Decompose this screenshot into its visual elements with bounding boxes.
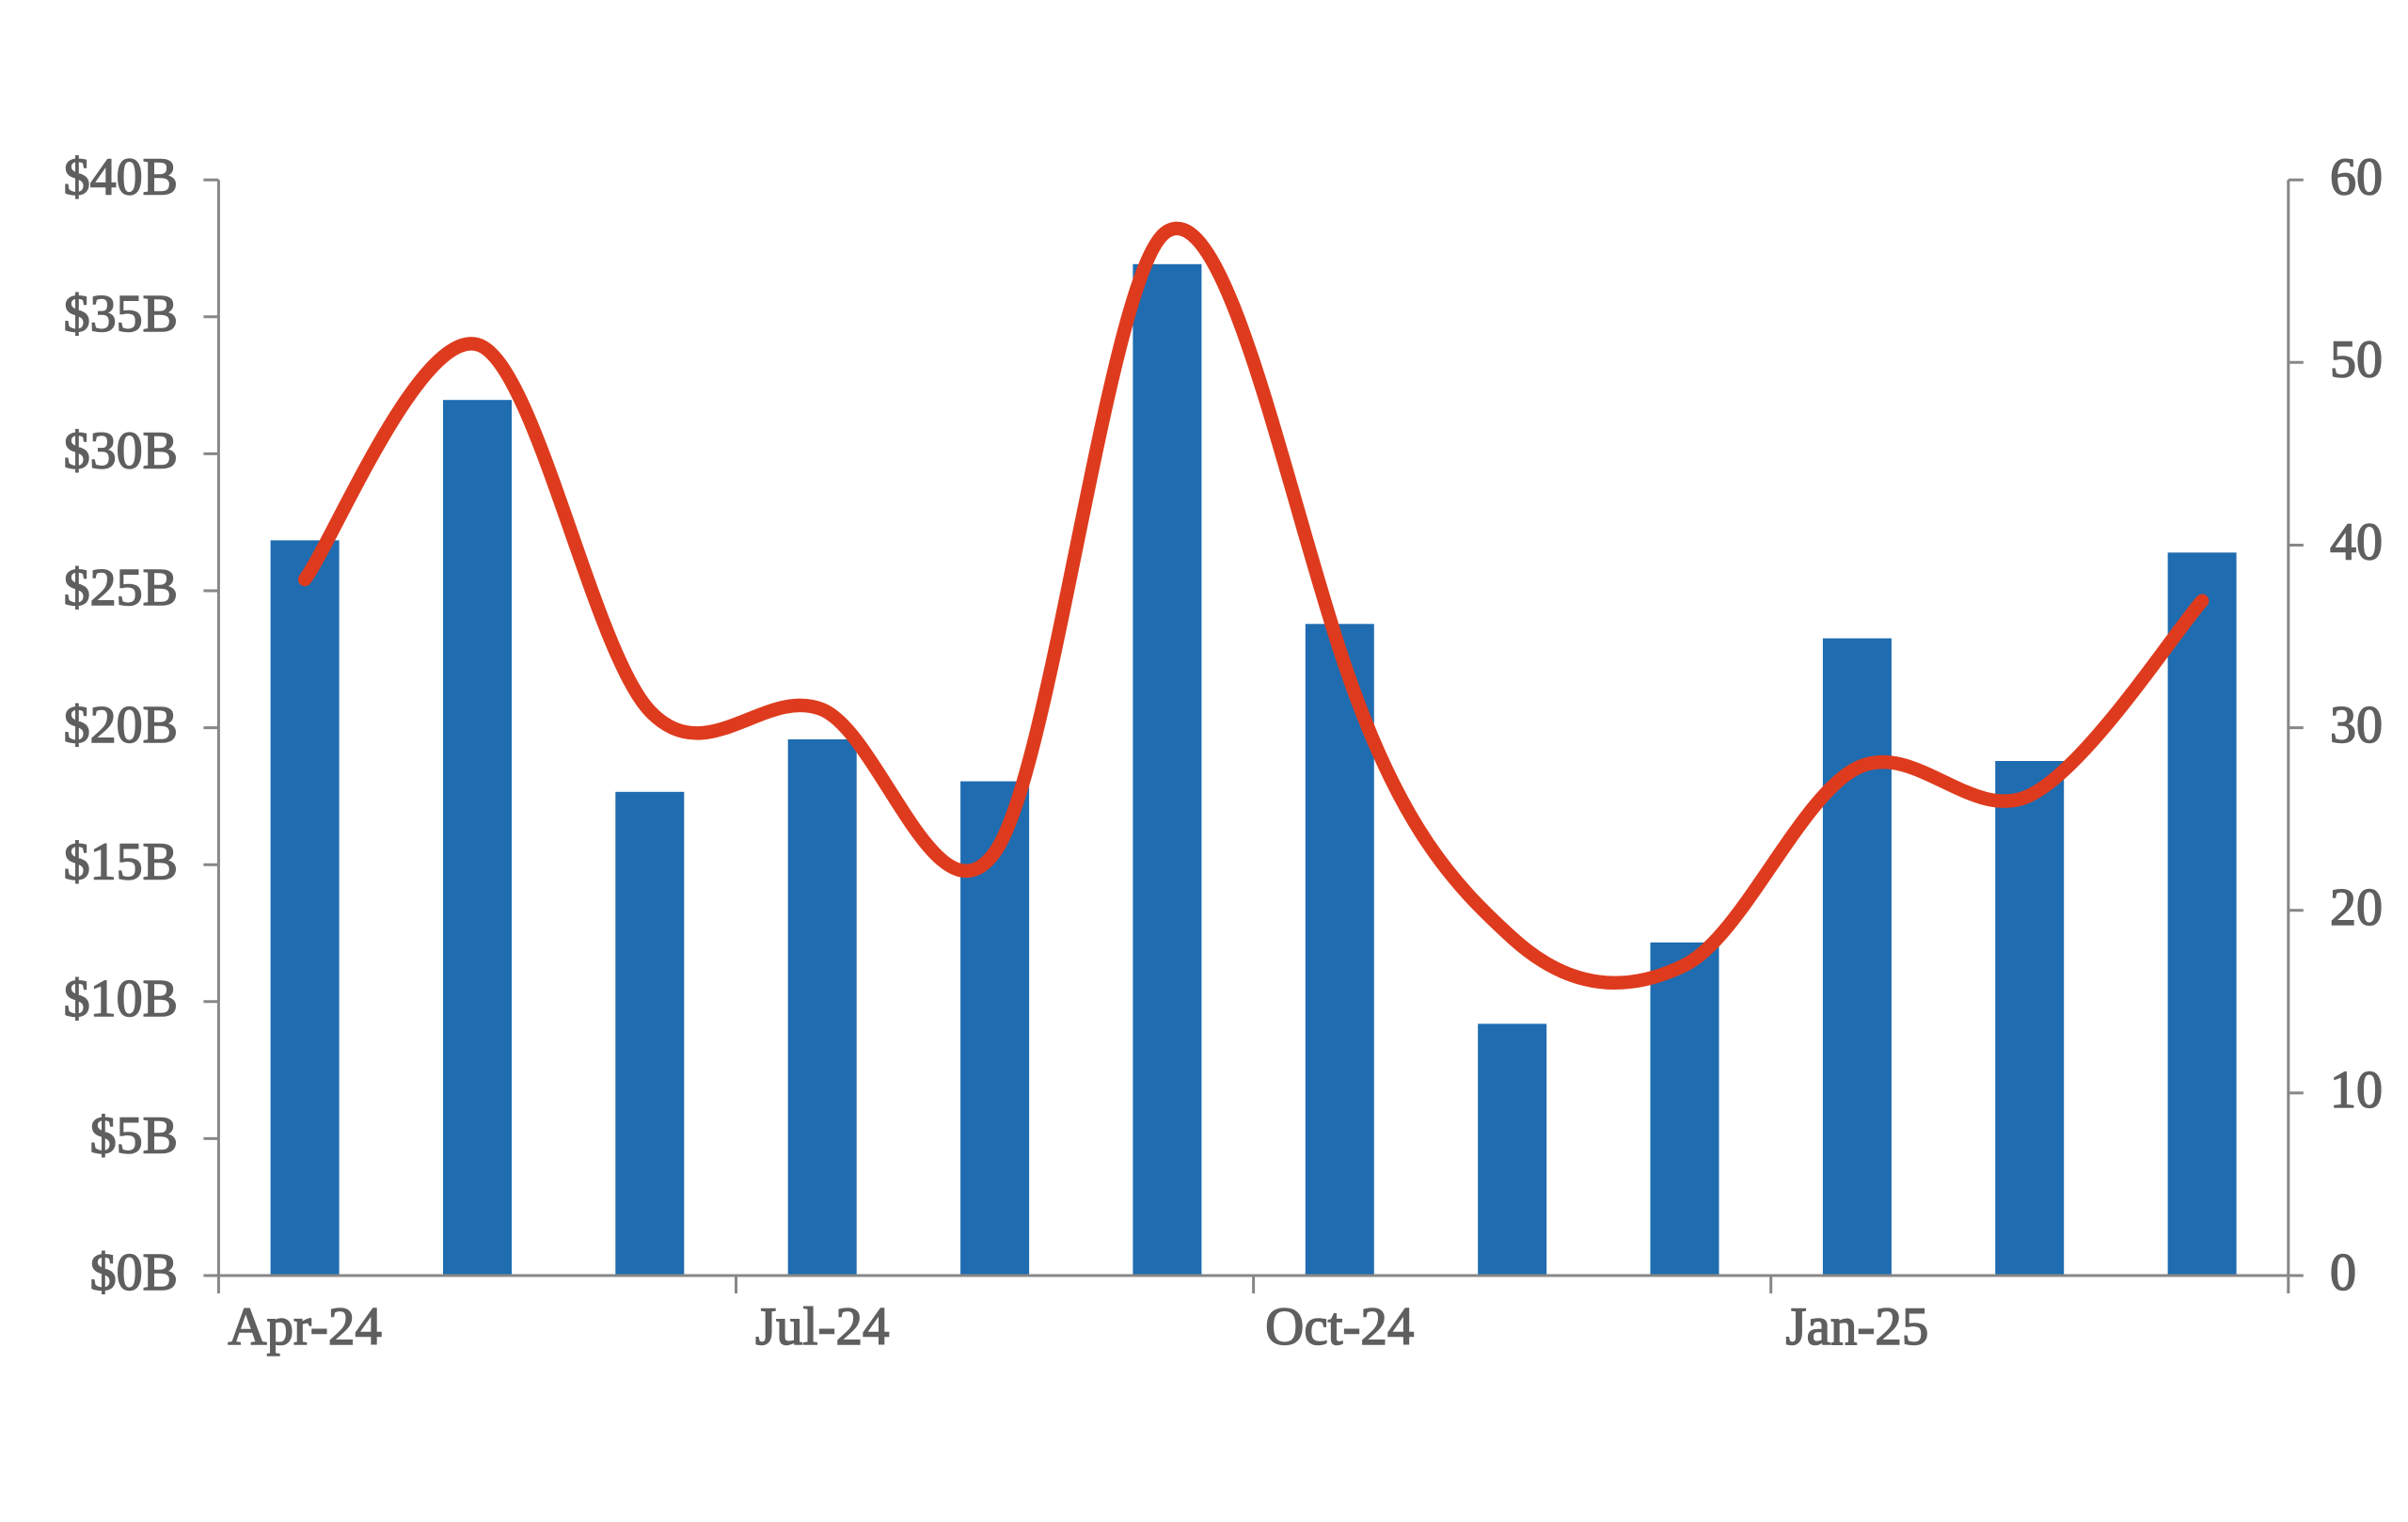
svg-text:Oct-24: Oct-24: [1265, 1297, 1414, 1356]
svg-text:Jul-24: Jul-24: [755, 1297, 890, 1356]
svg-text:$15B: $15B: [64, 832, 178, 891]
svg-text:20: 20: [2330, 879, 2383, 937]
svg-text:Jan-25: Jan-25: [1785, 1297, 1928, 1356]
svg-text:$0B: $0B: [90, 1244, 178, 1302]
svg-text:50: 50: [2330, 331, 2383, 389]
svg-text:$30B: $30B: [64, 422, 178, 481]
svg-text:40: 40: [2330, 514, 2383, 572]
svg-text:$20B: $20B: [64, 696, 178, 754]
svg-text:10: 10: [2330, 1061, 2383, 1119]
svg-text:60: 60: [2330, 148, 2383, 206]
svg-text:0: 0: [2330, 1244, 2356, 1302]
svg-text:30: 30: [2330, 696, 2383, 754]
svg-text:$5B: $5B: [90, 1107, 178, 1165]
svg-text:$25B: $25B: [64, 559, 178, 617]
svg-text:Apr-24: Apr-24: [228, 1297, 382, 1356]
svg-text:$35B: $35B: [64, 285, 178, 343]
svg-text:$40B: $40B: [64, 148, 178, 206]
svg-text:$10B: $10B: [64, 970, 178, 1028]
